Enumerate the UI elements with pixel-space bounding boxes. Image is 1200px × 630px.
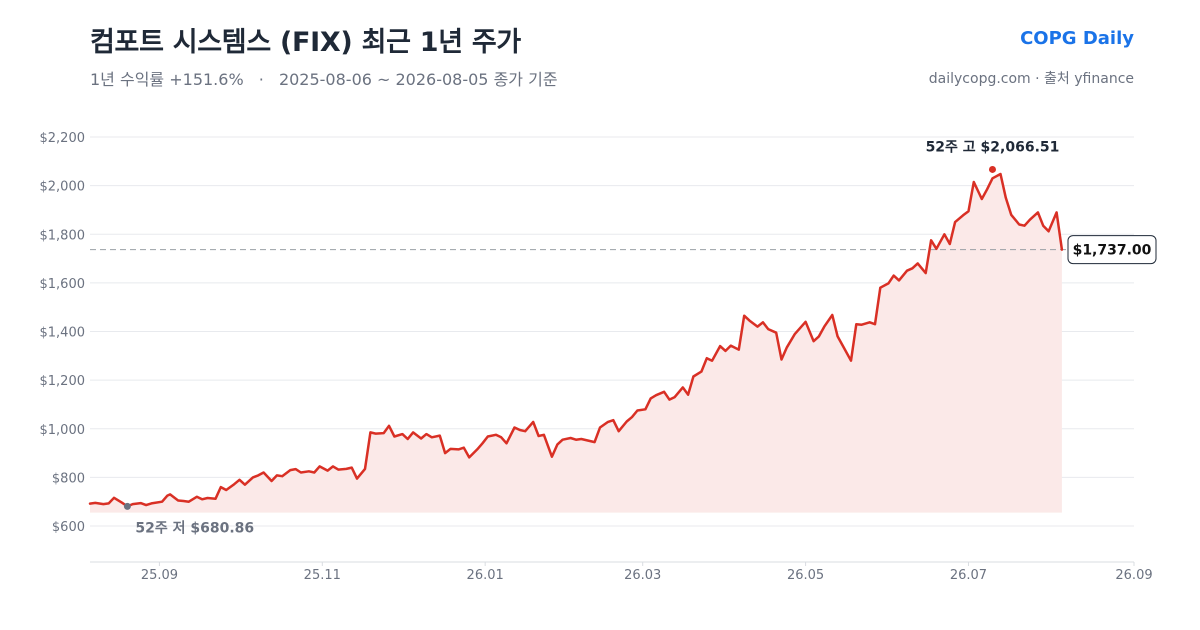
last-price-box (1067, 235, 1157, 265)
source-label: dailycopg.com · 출처 yfinance (928, 71, 1134, 87)
brand-label: COPG Daily (1020, 28, 1134, 49)
return-text: 1년 수익률 +151.6% (90, 70, 244, 89)
y-tick-label: $1,600 (40, 277, 86, 292)
page-title: 컴포트 시스템스 (FIX) 최근 1년 주가 (90, 27, 521, 58)
price-line (88, 172, 1064, 508)
page-subtitle: 1년 수익률 +151.6% · 2025-08-06 ~ 2026-08-05… (90, 66, 558, 90)
y-tick-label: $1,800 (40, 228, 86, 243)
x-tick-label: 26.07 (950, 568, 987, 583)
high-marker (988, 165, 996, 173)
date-range: 2025-08-06 ~ 2026-08-05 종가 기준 (278, 70, 558, 89)
y-tick-label: $2,200 (40, 131, 86, 146)
y-tick-label: $2,000 (40, 180, 86, 195)
x-tick-label: 26.03 (624, 568, 661, 583)
x-tick-label: 26.01 (467, 568, 504, 583)
y-tick-label: $600 (52, 520, 85, 535)
y-tick-label: $800 (52, 471, 85, 486)
y-tick-label: $1,400 (40, 326, 86, 341)
high-label: 52주 고 $2,066.51 (926, 139, 1060, 155)
x-tick-label: 26.05 (787, 568, 824, 583)
x-tick-label: 25.11 (304, 568, 341, 583)
price-area (90, 174, 1062, 513)
low-label: 52주 저 $680.86 (135, 520, 254, 536)
low-marker (123, 502, 131, 510)
x-tick-label: 25.09 (141, 568, 178, 583)
x-tick-label: 26.09 (1115, 568, 1152, 583)
y-tick-label: $1,200 (40, 374, 86, 389)
last-price-label: $1,737.00 (1073, 243, 1152, 259)
subtitle-separator: · (258, 70, 264, 89)
y-tick-label: $1,000 (40, 423, 86, 438)
